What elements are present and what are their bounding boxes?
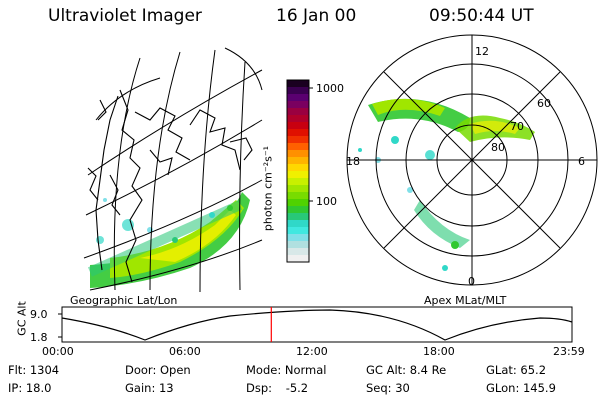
colorbar-strip	[287, 255, 309, 263]
mlat-label-80: 80	[491, 141, 505, 154]
colorbar-strip	[287, 199, 309, 207]
colorbar-strip	[287, 115, 309, 123]
colorbar-strip	[287, 220, 309, 228]
colorbar-strip	[287, 241, 309, 249]
status-gc-alt: GC Alt: 8.4 Re	[366, 363, 447, 377]
colorbar-strip	[287, 87, 309, 95]
mlat-label-70: 70	[510, 120, 524, 133]
coastline	[87, 89, 253, 283]
mlt-label-0: 0	[468, 275, 475, 288]
left-panel-label: Geographic Lat/Lon	[70, 294, 178, 307]
colorbar-strip	[287, 80, 309, 88]
colorbar-strip	[287, 94, 309, 102]
mlt-label-18: 18	[346, 155, 360, 168]
mlt-label-12: 12	[475, 45, 489, 58]
altitude-xtick-2359: 23:59	[553, 345, 585, 358]
status-gain: Gain: 13	[125, 381, 174, 395]
status-glat: GLat: 65.2	[486, 363, 547, 377]
altitude-ytick-top: 9.0	[30, 308, 48, 321]
colorbar-strip	[287, 171, 309, 179]
instrument-title: Ultraviolet Imager	[48, 6, 202, 26]
colorbar-strip	[287, 248, 309, 256]
colorbar-strip	[287, 234, 309, 242]
status-dsp: Dsp: -5.2	[246, 381, 309, 395]
polar-plot	[346, 34, 598, 286]
colorbar-strip	[287, 192, 309, 200]
status-ip: IP: 18.0	[8, 381, 52, 395]
colorbar-strip	[287, 122, 309, 130]
colorbar-strip	[287, 164, 309, 172]
colorbar-strip	[287, 108, 309, 116]
altitude-xtick-1200: 12:00	[296, 345, 328, 358]
mlat-label-60: 60	[537, 97, 551, 110]
colorbar-strip	[287, 213, 309, 221]
status-flt: Flt: 1304	[8, 363, 60, 377]
colorbar-strip	[287, 136, 309, 144]
status-door: Door: Open	[125, 363, 191, 377]
colorbar	[286, 79, 313, 263]
geographic-map	[83, 47, 263, 293]
time-label: 09:50:44 UT	[429, 6, 534, 26]
altitude-xtick-1800: 18:00	[423, 345, 455, 358]
colorbar-strip	[287, 206, 309, 214]
colorbar-strip	[287, 150, 309, 158]
status-seq: Seq: 30	[366, 381, 410, 395]
colorbar-strip	[287, 129, 309, 137]
altitude-curve	[61, 309, 573, 341]
status-glon: GLon: 145.9	[486, 381, 556, 395]
altitude-xtick-0000: 00:00	[42, 345, 74, 358]
colorbar-strip	[287, 157, 309, 165]
colorbar-tick-1000: 1000	[316, 82, 344, 95]
right-panel-label: Apex MLat/MLT	[424, 294, 507, 307]
colorbar-strip	[287, 185, 309, 193]
status-mode: Mode: Normal	[246, 363, 327, 377]
date-label: 16 Jan 00	[276, 6, 357, 26]
colorbar-tick-100: 100	[316, 195, 337, 208]
altitude-xtick-0600: 06:00	[169, 345, 201, 358]
colorbar-strip	[287, 227, 309, 235]
mlt-label-6: 6	[578, 155, 585, 168]
altitude-ytick-bottom: 1.8	[30, 331, 48, 344]
altitude-plot	[58, 306, 573, 343]
colorbar-strip	[287, 178, 309, 186]
colorbar-unit-label: photon cm⁻²s⁻¹	[261, 145, 275, 232]
altitude-ylabel: GC Alt	[15, 301, 29, 336]
colorbar-strip	[287, 143, 309, 151]
colorbar-strip	[287, 101, 309, 109]
